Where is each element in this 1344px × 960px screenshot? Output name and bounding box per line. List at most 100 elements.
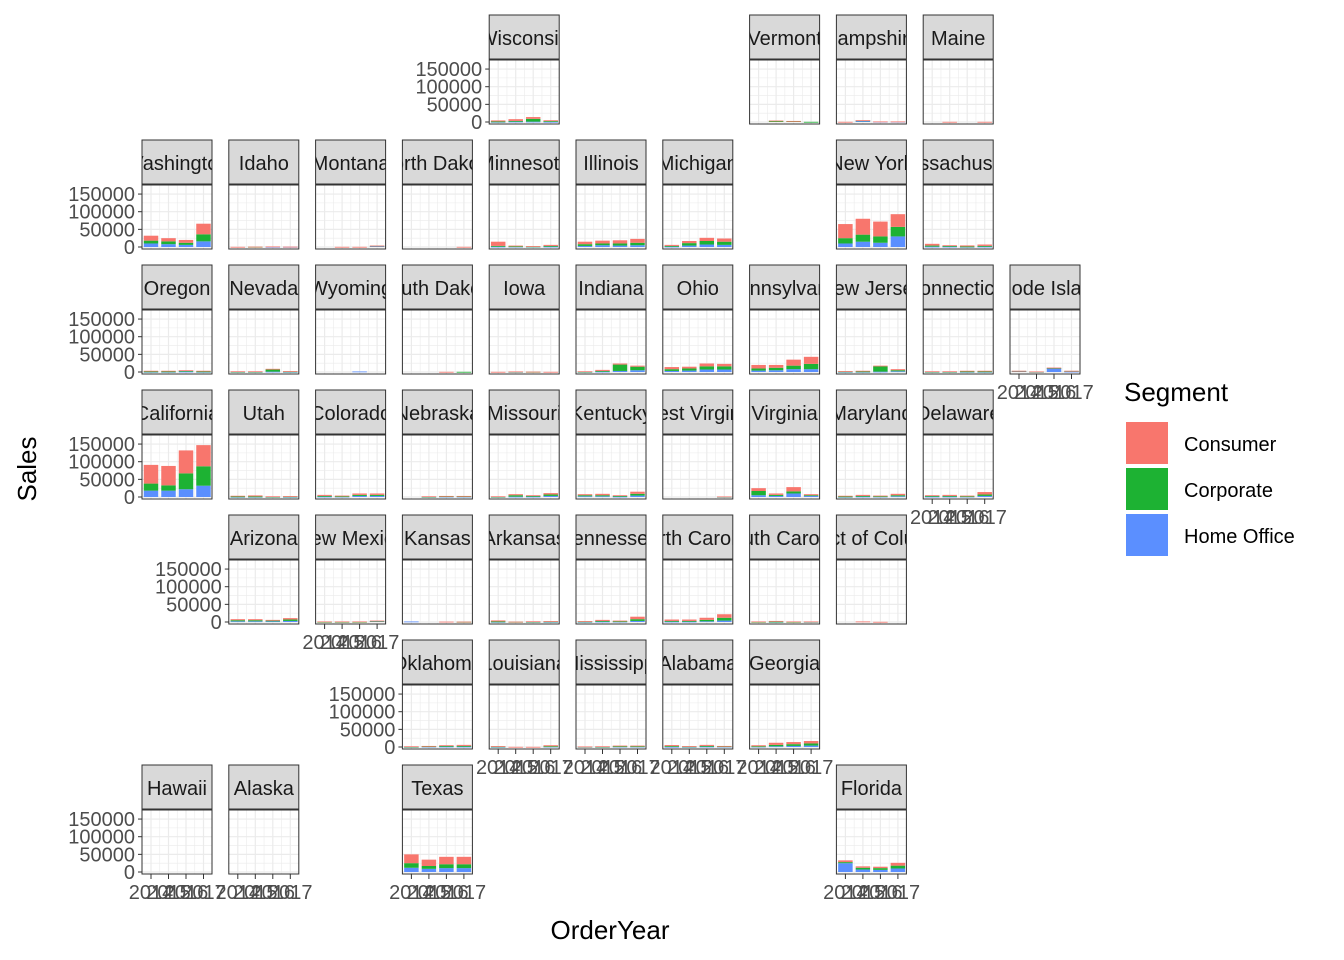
panel-border xyxy=(662,559,734,625)
facet-strip xyxy=(228,139,300,185)
facet-wyoming: Wyoming xyxy=(315,264,387,375)
bar-corporate xyxy=(196,371,211,373)
facet-strip xyxy=(835,514,907,560)
legend-label: Consumer xyxy=(1184,434,1277,456)
facet-new-york: New York xyxy=(835,139,907,250)
bar-consumer xyxy=(143,370,159,372)
bar-consumer xyxy=(977,492,992,495)
x-tick-label: 2016 xyxy=(685,757,730,779)
panel-border xyxy=(835,559,907,625)
facet-strip xyxy=(401,389,473,435)
facet-strip xyxy=(141,764,213,810)
bar-home-office xyxy=(143,243,159,247)
bar-consumer xyxy=(630,491,645,494)
bar-home-office xyxy=(924,496,940,498)
bar-corporate xyxy=(786,491,801,494)
bar-consumer xyxy=(317,494,332,496)
facet-strip xyxy=(315,389,387,435)
x-tick-label: 2015 xyxy=(1014,382,1059,404)
bar-home-office xyxy=(543,121,558,123)
facet-strip-label: North Carolina xyxy=(633,528,763,550)
facet-strip-label: West Virginia xyxy=(639,403,757,425)
bar-corporate xyxy=(959,371,975,373)
bar-home-office xyxy=(855,869,871,872)
bar-home-office xyxy=(873,371,888,373)
legend-key-corporate xyxy=(1126,468,1168,510)
x-tick-label: 2014 xyxy=(476,757,521,779)
bar-consumer xyxy=(924,243,940,246)
facet-strip xyxy=(749,639,821,685)
facet-illinois: Illinois xyxy=(575,139,647,250)
bar-consumer xyxy=(508,746,523,748)
bar-corporate xyxy=(768,367,784,371)
bar-home-office xyxy=(577,245,593,247)
facet-nevada: Nevada xyxy=(228,264,300,375)
x-tick-label: 2014 xyxy=(563,757,608,779)
x-tick-label: 2017 xyxy=(789,757,834,779)
bar-consumer xyxy=(664,745,680,747)
bar-consumer xyxy=(248,619,263,621)
bar-consumer xyxy=(664,367,680,370)
bar-home-office xyxy=(612,370,628,372)
bar-consumer xyxy=(352,493,367,495)
x-tick-label: 2014 xyxy=(997,382,1042,404)
bar-consumer xyxy=(421,745,437,747)
bar-home-office xyxy=(161,490,176,497)
bar-consumer xyxy=(890,493,906,496)
facet-strip-label: Nebraska xyxy=(395,403,481,425)
bar-corporate xyxy=(890,865,906,869)
bar-consumer xyxy=(317,621,332,623)
bar-consumer xyxy=(630,745,645,747)
facet-strip-label: Kansas xyxy=(404,528,471,550)
bar-home-office xyxy=(803,495,819,497)
bar-consumer xyxy=(786,487,801,492)
x-tick-label: 2014 xyxy=(823,882,868,904)
panel-border xyxy=(749,309,821,375)
panel-border xyxy=(315,559,387,625)
facet-maine: Maine xyxy=(922,14,994,125)
bar-consumer xyxy=(230,246,246,248)
facet-nebraska: Nebraska xyxy=(395,389,481,500)
bar-consumer xyxy=(803,356,819,364)
bar-home-office xyxy=(768,746,784,748)
bar-consumer xyxy=(890,862,906,866)
bar-corporate xyxy=(699,241,715,245)
panel-border xyxy=(835,309,907,375)
bar-corporate xyxy=(838,238,853,244)
facet-strip xyxy=(575,264,647,310)
bar-consumer xyxy=(942,245,957,247)
legend: Segment Consumer Corporate Home Office xyxy=(1124,377,1295,556)
bar-corporate xyxy=(439,745,454,747)
bar-consumer xyxy=(196,445,211,467)
y-tick-label: 150000 xyxy=(68,309,135,331)
facet-strip xyxy=(488,389,560,435)
facet-strip xyxy=(141,139,213,185)
bar-corporate xyxy=(525,495,541,497)
bar-corporate xyxy=(490,621,506,623)
facet-iowa: Iowa xyxy=(488,264,560,375)
bar-home-office xyxy=(838,243,853,247)
x-tick-label: 2014 xyxy=(389,882,434,904)
bar-corporate xyxy=(612,746,628,748)
bar-consumer xyxy=(786,742,801,745)
panel-border xyxy=(575,309,647,375)
bar-consumer xyxy=(439,371,454,373)
facet-minnesota: Minnesota xyxy=(488,139,560,250)
y-tick-label: 100000 xyxy=(155,577,222,599)
bar-corporate xyxy=(178,242,194,245)
bar-consumer xyxy=(768,364,784,368)
bar-consumer xyxy=(543,745,558,747)
x-tick-label: 2016 xyxy=(771,757,816,779)
bar-home-office xyxy=(786,745,801,747)
bar-home-office xyxy=(890,371,906,373)
bar-home-office xyxy=(630,370,645,372)
facet-strip-label: Tennessee xyxy=(563,528,660,550)
bar-corporate xyxy=(630,619,645,621)
facet-strip-label: North Dakota xyxy=(378,153,497,175)
bar-consumer xyxy=(178,239,194,243)
legend-key-consumer xyxy=(1126,422,1168,464)
